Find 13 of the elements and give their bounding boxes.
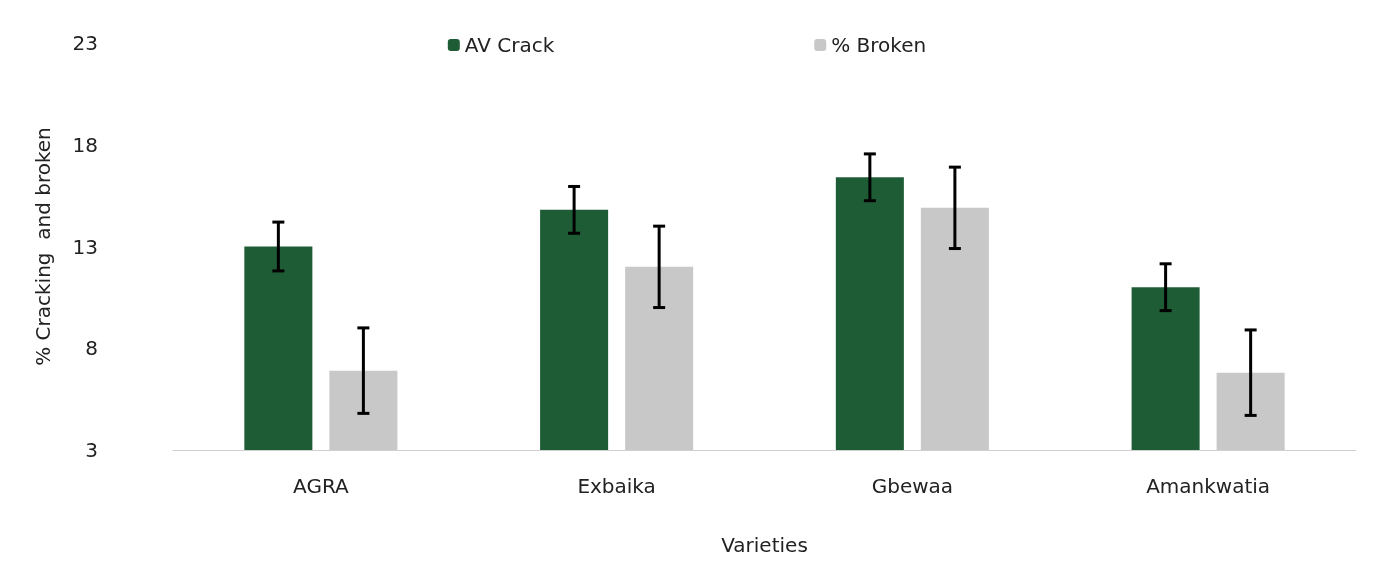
legend-label: AV Crack [464,33,555,57]
y-tick-label: 8 [85,336,98,361]
x-tick-label: Amankwatia [1146,474,1271,498]
y-tick-label: 18 [72,132,98,157]
x-tick-label: Gbewaa [871,474,954,498]
y-tick-label: 13 [72,234,98,259]
x-axis-title: Varieties [721,533,808,557]
y-tick-label: 3 [85,438,98,462]
y-axis-title: % Cracking and broken [31,127,55,366]
x-tick-label: Exbaika [577,474,656,498]
y-tick-label: 23 [72,31,98,55]
legend-label: % Broken [831,33,927,57]
x-tick-label: AGRA [293,474,349,498]
